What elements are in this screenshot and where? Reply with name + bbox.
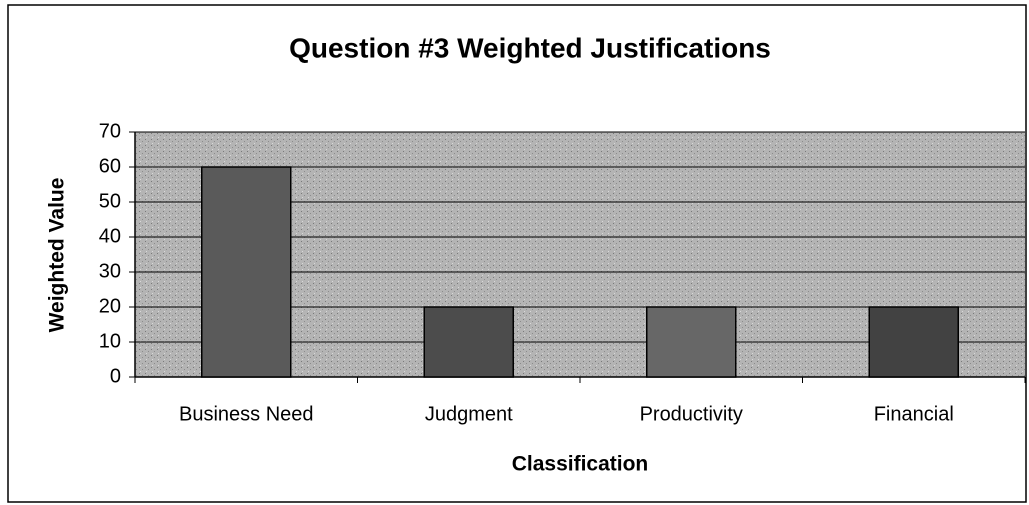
y-tick-label: 20 [99,295,121,317]
x-tick-label: Financial [874,403,954,425]
chart-title: Question #3 Weighted Justifications [289,32,771,63]
x-tick-label: Productivity [640,403,743,425]
y-tick-label: 30 [99,260,121,282]
x-tick-label: Judgment [425,403,513,425]
y-tick-label: 0 [110,365,121,387]
y-tick-label: 50 [99,190,121,212]
y-tick-label: 10 [99,330,121,352]
y-tick-label: 40 [99,225,121,247]
y-tick-label: 70 [99,120,121,142]
bar [868,306,959,378]
bar [646,306,737,378]
bar [423,306,514,378]
x-axis-title: Classification [512,453,649,476]
y-tick-label: 60 [99,155,121,177]
bar [201,166,292,378]
x-tick-label: Business Need [179,403,314,425]
y-axis-title: Weighted Value [46,178,69,333]
